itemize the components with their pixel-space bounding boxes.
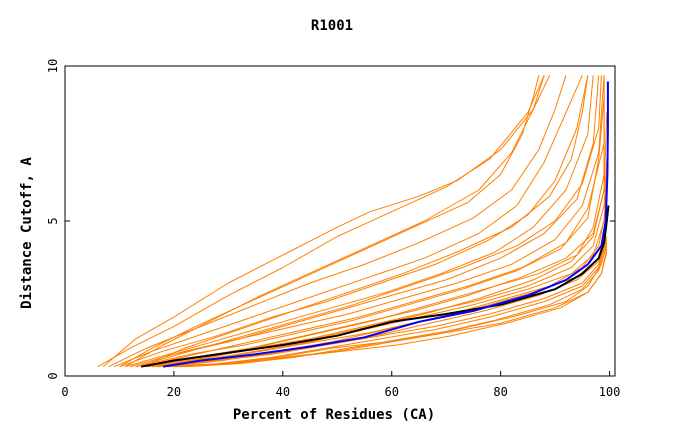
series-line-model-1	[102, 75, 545, 368]
y-tick-label: 5	[46, 217, 60, 224]
series-line-model-7	[130, 75, 605, 368]
x-tick-label: 0	[61, 385, 68, 399]
series-line-model-5	[124, 75, 594, 368]
series-line-model-3	[113, 75, 583, 368]
x-tick-label: 100	[599, 385, 621, 399]
series-line-model-8	[135, 96, 605, 368]
series-line-model-19	[135, 75, 602, 368]
x-axis-label: Percent of Residues (CA)	[233, 407, 435, 423]
y-tick-label: 0	[46, 372, 60, 379]
series-line-highlight-28	[141, 205, 610, 368]
series-line-model-23	[124, 75, 551, 368]
ticks-layer: 0 20 40 60 80 100 0 5 10	[46, 59, 620, 399]
series-line-model-15	[162, 239, 608, 368]
series-line-model-27	[184, 242, 608, 368]
series-line-model-9	[141, 128, 605, 368]
series-line-model-24	[141, 75, 589, 368]
series-line-model-11	[146, 174, 608, 368]
series-line-model-2	[108, 75, 567, 368]
plot-frame	[64, 65, 616, 377]
series-line-model-18	[179, 251, 608, 368]
y-tick-label: 10	[46, 59, 60, 73]
series-line-model-0	[97, 75, 545, 368]
x-tick-label: 60	[385, 385, 399, 399]
series-line-model-14	[162, 236, 608, 368]
series-line-model-6	[130, 75, 600, 368]
chart-title: R1001	[311, 18, 353, 34]
series-line-model-25	[157, 81, 605, 368]
series-line-model-20	[141, 75, 605, 368]
series-line-highlight-29	[162, 81, 609, 368]
y-axis-label: Distance Cutoff, A	[19, 157, 35, 309]
series-line-model-22	[119, 75, 540, 368]
x-tick-label: 20	[167, 385, 181, 399]
series-layer	[97, 75, 610, 368]
series-line-model-4	[119, 75, 589, 368]
x-tick-label: 80	[493, 385, 507, 399]
series-line-model-16	[168, 245, 608, 368]
x-tick-label: 40	[276, 385, 290, 399]
